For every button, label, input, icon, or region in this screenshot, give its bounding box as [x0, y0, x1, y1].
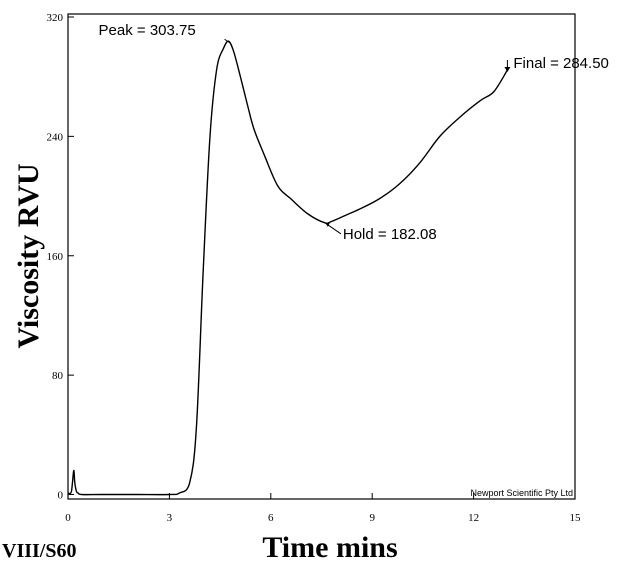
x-tick-label: 12 [468, 512, 479, 524]
y-axis-title: Viscosity RVU [12, 163, 45, 348]
y-axis-ticks: 0 80 160 240 320 [47, 12, 74, 502]
y-tick-label: 160 [47, 251, 64, 263]
x-axis-title: Time mins [262, 531, 397, 564]
annotation-label: Hold = 182.08 [343, 226, 437, 243]
x-tick-label: 6 [268, 512, 274, 524]
y-tick-label: 80 [52, 370, 64, 382]
annotation-label: Peak = 303.75 [99, 22, 196, 39]
viscosity-curve [67, 40, 508, 496]
x-tick-label: 9 [369, 512, 375, 524]
y-tick-label: 320 [47, 12, 64, 24]
y-tick-label: 240 [47, 131, 64, 143]
sample-label: VIII/S60 [2, 540, 76, 562]
final-marker [504, 66, 511, 72]
x-tick-label: 3 [167, 512, 173, 524]
x-tick-label: 0 [65, 512, 71, 524]
hold-marker [325, 222, 330, 227]
annotation-label: Final = 284.50 [513, 55, 609, 72]
x-tick-label: 15 [570, 512, 582, 524]
credit-label: Newport Scientific Pty Ltd [470, 488, 573, 498]
annotations: Peak = 303.75 Hold = 182.08 Final = 284.50 [99, 22, 609, 243]
y-tick-label: 0 [58, 490, 64, 502]
plot-frame [67, 13, 576, 500]
peak-marker [224, 38, 231, 44]
